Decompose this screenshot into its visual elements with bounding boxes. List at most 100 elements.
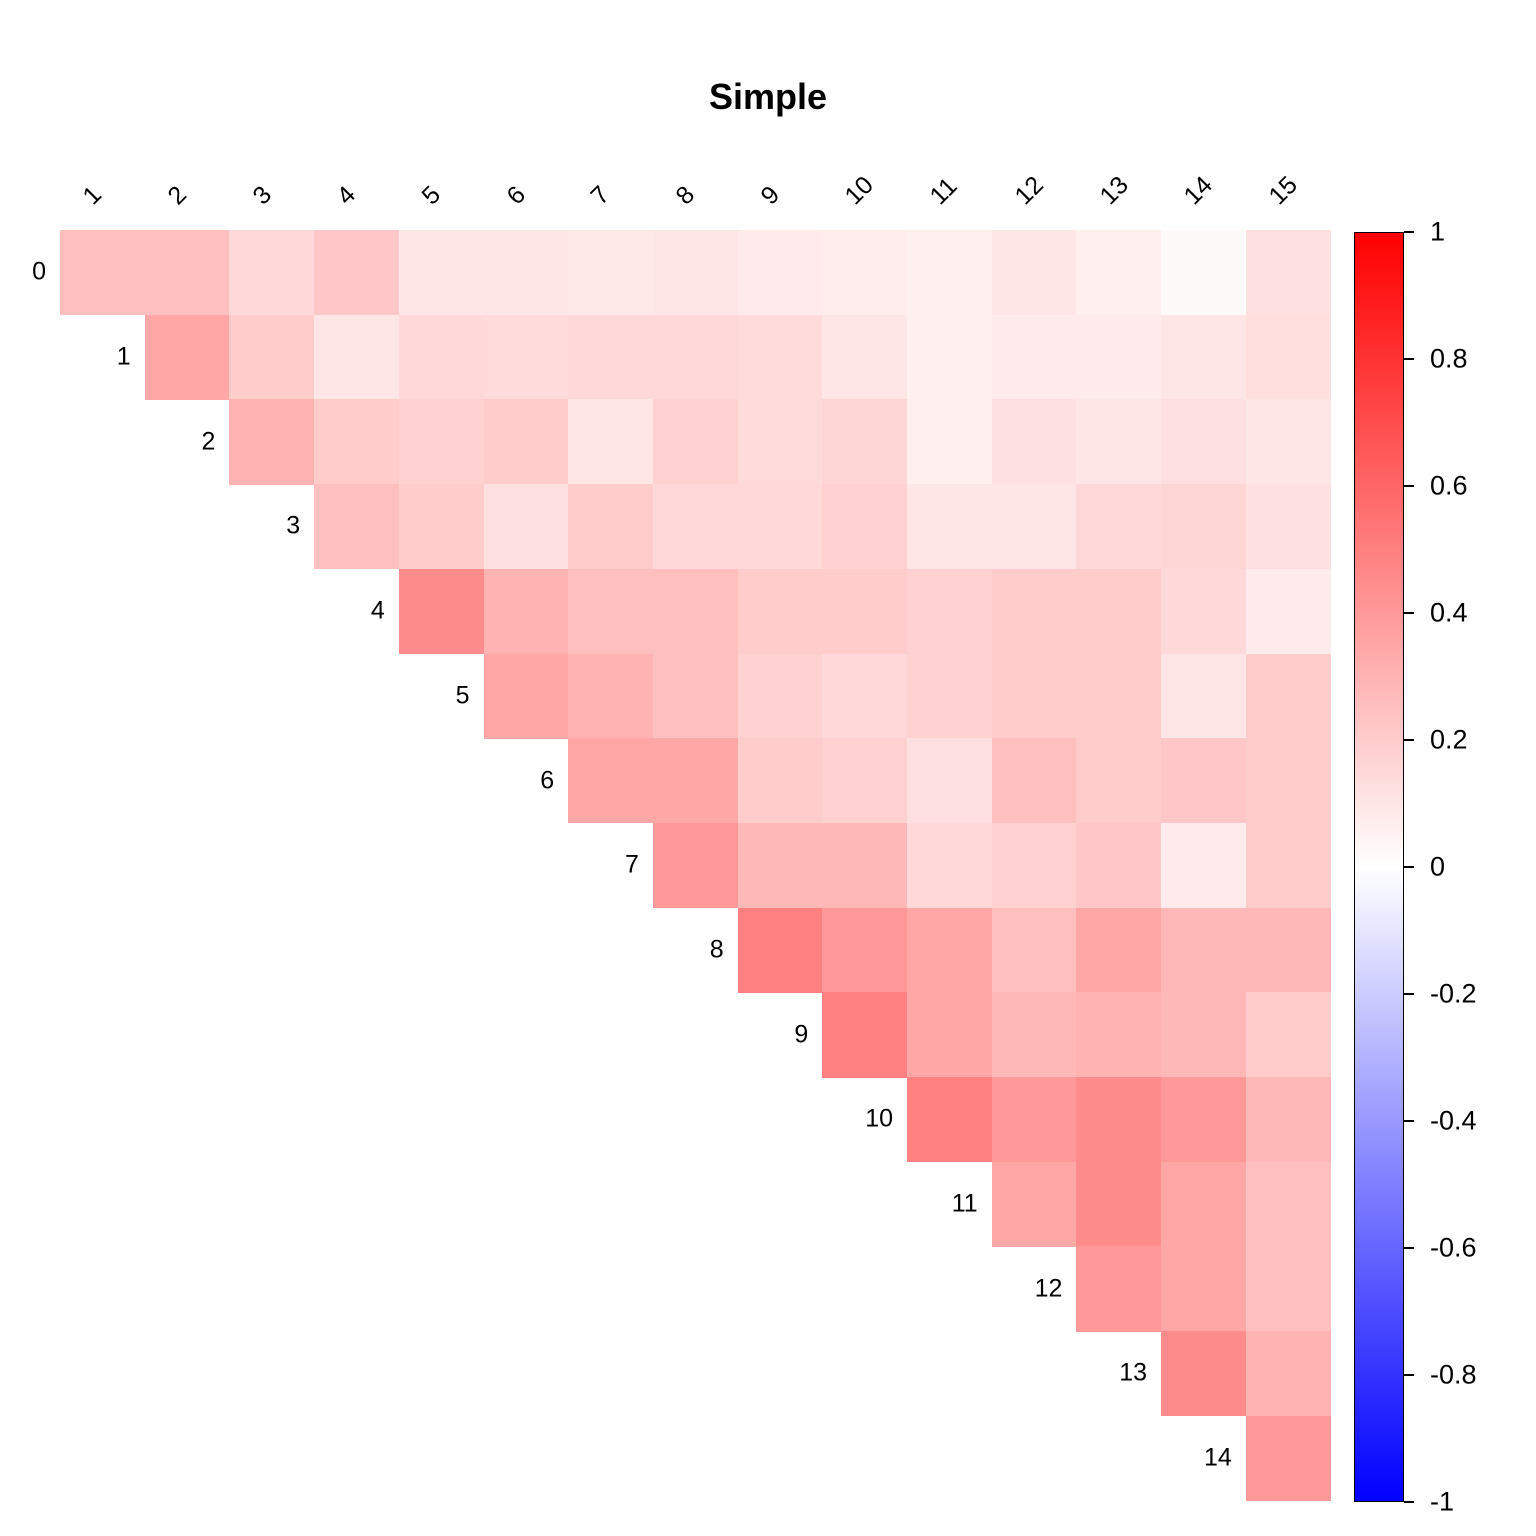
heatmap-cell — [737, 653, 823, 739]
heatmap-cell — [398, 568, 485, 655]
column-label: 7 — [585, 180, 616, 211]
column-label: 1 — [77, 180, 108, 211]
heatmap-cell — [737, 738, 823, 824]
heatmap-cell — [822, 738, 908, 824]
heatmap-cell — [907, 314, 993, 400]
colorbar-tick-label: 0.6 — [1430, 470, 1468, 501]
row-label: 11 — [951, 1189, 978, 1218]
column-label: 11 — [924, 172, 963, 211]
heatmap-cell — [1245, 230, 1332, 316]
column-label: 5 — [416, 180, 447, 211]
heatmap-cell — [1245, 1246, 1332, 1332]
column-label: 14 — [1178, 170, 1219, 211]
colorbar-tick-mark — [1404, 993, 1414, 995]
heatmap-cell — [737, 230, 823, 316]
heatmap-cell — [907, 484, 993, 570]
column-label: 12 — [1009, 170, 1049, 211]
column-label: 6 — [501, 180, 531, 211]
heatmap-cell — [1245, 314, 1332, 400]
heatmap-cell — [483, 399, 569, 485]
chart-title: Simple — [708, 76, 828, 117]
heatmap-cell — [568, 738, 654, 824]
heatmap-cell — [1245, 568, 1332, 655]
heatmap-cell — [1076, 992, 1162, 1078]
colorbar-tick-mark — [1404, 1374, 1414, 1376]
colorbar-gradient — [1354, 232, 1404, 1502]
heatmap-cell — [907, 568, 993, 655]
heatmap-cell — [314, 484, 400, 570]
heatmap-cell — [568, 653, 654, 739]
heatmap-cell — [1245, 1161, 1332, 1247]
heatmap-cell — [737, 822, 823, 909]
colorbar-tick-mark — [1404, 1120, 1414, 1122]
heatmap-cell — [1245, 738, 1332, 824]
colorbar-tick-mark — [1404, 1247, 1414, 1249]
heatmap-cell — [1076, 568, 1162, 655]
heatmap-cell — [991, 314, 1077, 400]
row-label: 0 — [32, 257, 46, 286]
heatmap-cell — [907, 907, 993, 993]
heatmap-cell — [314, 399, 400, 485]
heatmap-cell — [737, 314, 823, 400]
heatmap-cell — [822, 230, 908, 316]
heatmap-cell — [737, 907, 823, 993]
colorbar-tick-label: -0.6 — [1430, 1232, 1477, 1263]
heatmap-cell — [907, 822, 993, 909]
heatmap-cell — [652, 738, 739, 824]
heatmap-cell — [907, 230, 993, 316]
column-label: 10 — [839, 170, 880, 211]
colorbar-tick-mark — [1404, 231, 1414, 233]
heatmap-cell — [907, 1077, 993, 1163]
heatmap-cell — [991, 907, 1077, 993]
heatmap-cell — [822, 484, 908, 570]
heatmap-cell — [991, 568, 1077, 655]
heatmap-cell — [1076, 484, 1162, 570]
heatmap-cell — [1245, 1415, 1332, 1502]
heatmap-cell — [314, 230, 400, 316]
heatmap-cell — [1161, 399, 1247, 485]
heatmap-cell — [1161, 230, 1247, 316]
heatmap-cell — [229, 399, 315, 485]
heatmap-cell — [1161, 738, 1247, 824]
heatmap-cell — [1245, 653, 1332, 739]
heatmap-cell — [1161, 822, 1247, 909]
colorbar-tick-label: 0 — [1430, 851, 1446, 882]
row-label: 10 — [865, 1104, 893, 1133]
heatmap-cell — [991, 399, 1077, 485]
colorbar-tick-mark — [1404, 739, 1414, 741]
heatmap-cell — [652, 399, 739, 485]
heatmap-cell — [568, 568, 654, 655]
heatmap-cell — [991, 1077, 1077, 1163]
heatmap-cell — [1245, 399, 1332, 485]
row-label: 2 — [201, 427, 216, 456]
heatmap-cell — [60, 230, 146, 316]
heatmap-cell — [1076, 822, 1162, 909]
column-label: 4 — [331, 180, 362, 211]
heatmap-cell — [652, 822, 739, 909]
heatmap-cell — [483, 568, 569, 655]
heatmap-cell — [398, 230, 485, 316]
heatmap-cell — [1076, 738, 1162, 824]
heatmap-cell — [1161, 992, 1247, 1078]
column-label: 15 — [1263, 170, 1303, 211]
heatmap-cell — [1245, 484, 1332, 570]
heatmap-cell — [483, 484, 569, 570]
heatmap-cell — [822, 907, 908, 993]
heatmap-cell — [1161, 1077, 1247, 1163]
heatmap-cell — [822, 314, 908, 400]
heatmap-cell — [568, 399, 654, 485]
heatmap-cell — [652, 568, 739, 655]
heatmap-cell — [1076, 1077, 1162, 1163]
row-label: 1 — [116, 342, 131, 371]
heatmap-cell — [568, 230, 654, 316]
row-label: 8 — [709, 935, 724, 964]
colorbar-tick-mark — [1404, 358, 1414, 360]
heatmap-cell — [907, 399, 993, 485]
heatmap-cell — [1161, 484, 1247, 570]
colorbar-tick-label: -0.4 — [1430, 1105, 1477, 1136]
heatmap-cell — [991, 738, 1077, 824]
heatmap-cell — [1245, 822, 1332, 909]
heatmap-cell — [1161, 907, 1247, 993]
column-label: 2 — [162, 180, 192, 211]
heatmap-cell — [991, 822, 1077, 909]
